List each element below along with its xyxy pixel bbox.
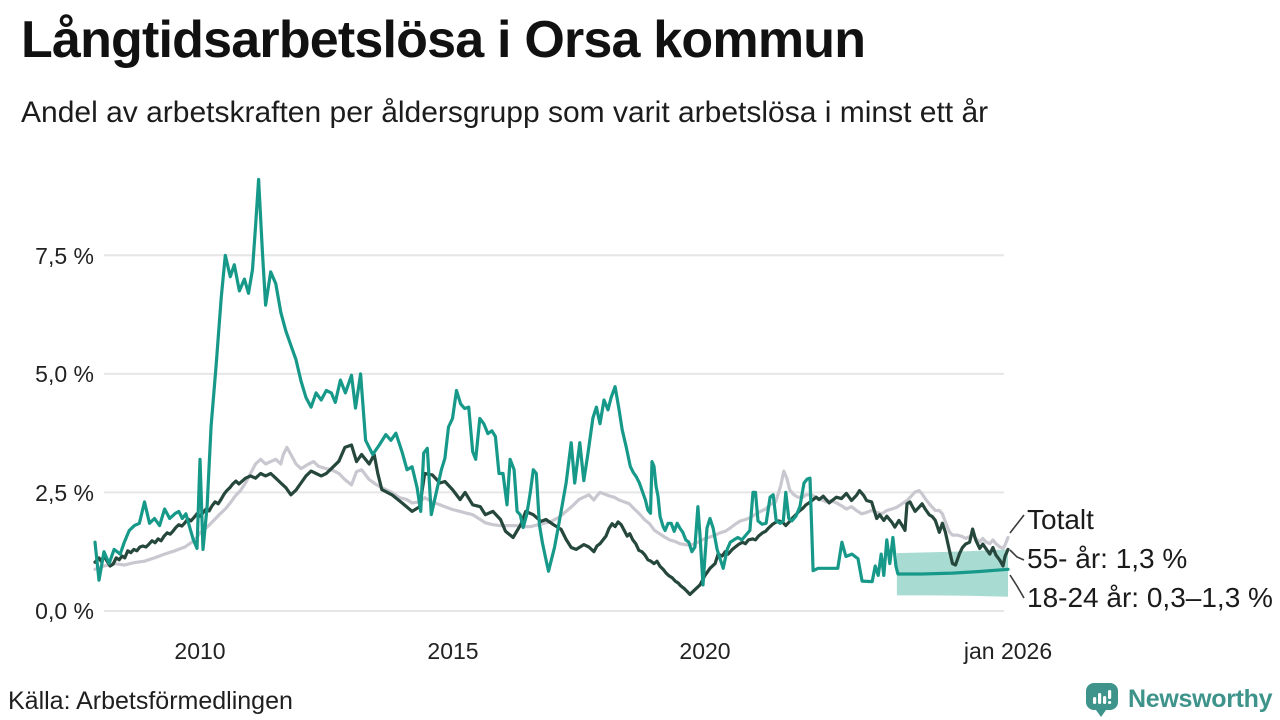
leader-line-totalt: [1009, 514, 1025, 534]
y-tick-7-5: 7,5 %: [35, 243, 94, 269]
source-note: Källa: Arbetsförmedlingen: [8, 687, 293, 715]
leader-line-18-24: [1009, 574, 1025, 599]
series-line-18-24: [93, 177, 1010, 587]
x-tick-2020: 2020: [679, 638, 730, 664]
leader-line-55: [1009, 549, 1025, 561]
series-line-totalt: [93, 445, 1010, 571]
y-tick-2-5: 2,5 %: [35, 480, 94, 506]
annotation-55: 55- år: 1,3 %: [1027, 543, 1187, 574]
annotation-totalt: Totalt: [1027, 504, 1094, 535]
chart-subtitle: Andel av arbetskraften per åldersgrupp s…: [21, 96, 989, 129]
x-tick-2010: 2010: [174, 638, 225, 664]
series-line-55: [93, 443, 1010, 597]
y-tick-0: 0,0 %: [35, 598, 94, 624]
series-lines: [93, 177, 1010, 597]
newsworthy-brand: Newsworthy: [1084, 681, 1273, 718]
page-title: Långtidsarbetslösa i Orsa kommun: [21, 11, 866, 69]
annotation-18-24: 18-24 år: 0,3–1,3 %: [1027, 582, 1273, 613]
gridlines: [104, 254, 1004, 612]
y-tick-5-0: 5,0 %: [35, 361, 94, 387]
x-tick-jan-2026: jan 2026: [963, 638, 1052, 664]
newsworthy-wordmark: Newsworthy: [1128, 685, 1273, 713]
x-tick-2015: 2015: [427, 638, 478, 664]
newsworthy-logo-icon: [1086, 683, 1118, 717]
